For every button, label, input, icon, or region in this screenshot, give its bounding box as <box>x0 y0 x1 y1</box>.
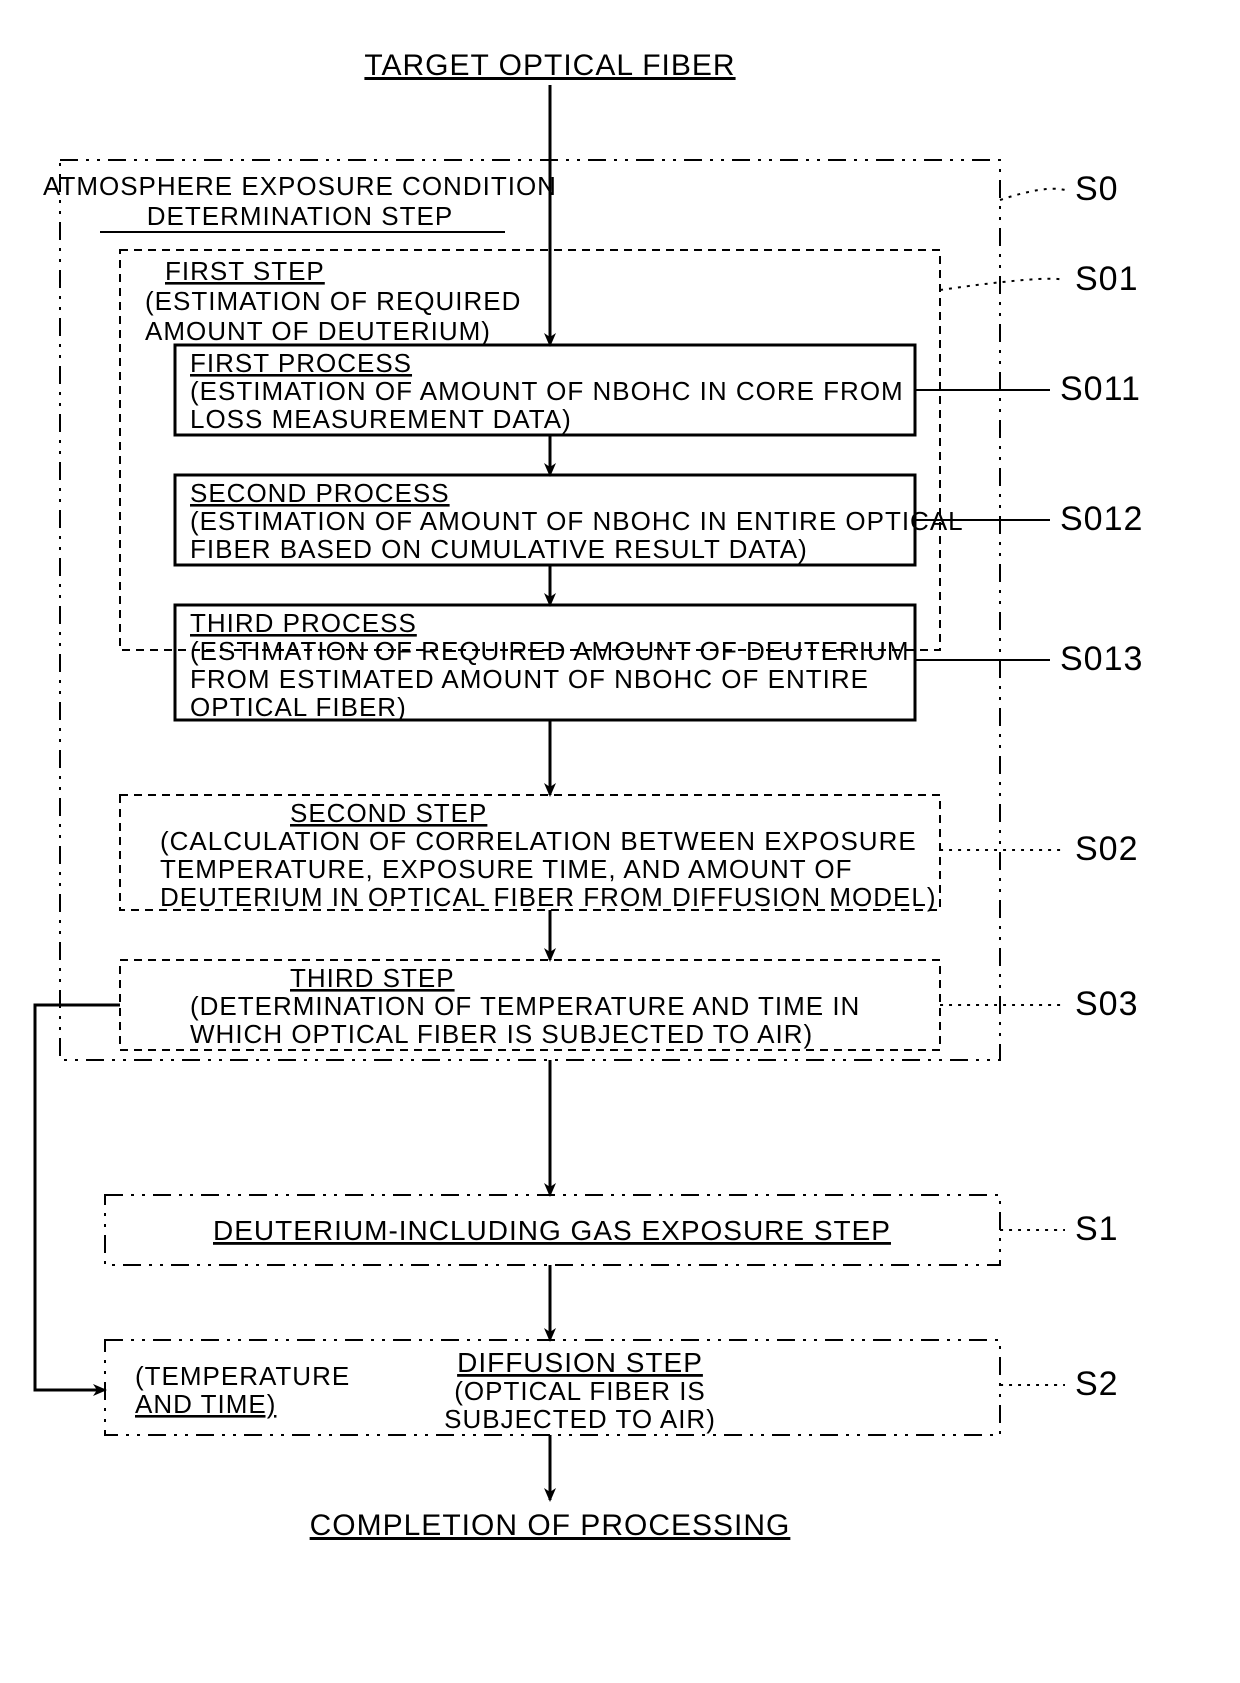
label-s0: S0 <box>1075 170 1119 208</box>
leaders <box>915 189 1065 1385</box>
s1-title: DEUTERIUM-INCLUDING GAS EXPOSURE STEP <box>213 1215 891 1246</box>
label-s1: S1 <box>1075 1210 1119 1248</box>
label-s02: S02 <box>1075 830 1139 868</box>
s013-l2: FROM ESTIMATED AMOUNT OF NBOHC OF ENTIRE <box>190 664 869 694</box>
s01-title: FIRST STEP <box>165 256 325 286</box>
label-s012: S012 <box>1060 500 1143 538</box>
s02-l3: DEUTERIUM IN OPTICAL FIBER FROM DIFFUSIO… <box>160 882 937 912</box>
s02-l1: (CALCULATION OF CORRELATION BETWEEN EXPO… <box>160 826 917 856</box>
s01-sub1: (ESTIMATION OF REQUIRED <box>145 286 521 316</box>
s2-l2: SUBJECTED TO AIR) <box>444 1404 716 1434</box>
s01-sub2: AMOUNT OF DEUTERIUM) <box>145 316 491 346</box>
s03-title: THIRD STEP <box>290 963 455 993</box>
s2-side2: AND TIME) <box>135 1389 276 1419</box>
title-top: TARGET OPTICAL FIBER <box>364 49 735 82</box>
s011-l2: LOSS MEASUREMENT DATA) <box>190 404 572 434</box>
s02-title: SECOND STEP <box>290 798 487 828</box>
s011-l1: (ESTIMATION OF AMOUNT OF NBOHC IN CORE F… <box>190 376 904 406</box>
s2-l1: (OPTICAL FIBER IS <box>454 1376 706 1406</box>
s012-title: SECOND PROCESS <box>190 478 450 508</box>
s013-l3: OPTICAL FIBER) <box>190 692 407 722</box>
s2-side1: (TEMPERATURE <box>135 1361 350 1391</box>
title-bottom: COMPLETION OF PROCESSING <box>310 1509 791 1542</box>
s012-l2: FIBER BASED ON CUMULATIVE RESULT DATA) <box>190 534 808 564</box>
s013-l1: (ESTIMATION OF REQUIRED AMOUNT OF DEUTER… <box>190 636 910 666</box>
s2-title: DIFFUSION STEP <box>457 1347 703 1378</box>
s0-title2: DETERMINATION STEP <box>147 201 453 231</box>
s013-title: THIRD PROCESS <box>190 608 417 638</box>
flowchart-root: TARGET OPTICAL FIBER ATMOSPHERE EXPOSURE… <box>0 0 1240 1683</box>
s02-l2: TEMPERATURE, EXPOSURE TIME, AND AMOUNT O… <box>160 854 853 884</box>
s03-l2: WHICH OPTICAL FIBER IS SUBJECTED TO AIR) <box>190 1019 813 1049</box>
s0-title1: ATMOSPHERE EXPOSURE CONDITION <box>43 171 557 201</box>
label-s03: S03 <box>1075 985 1139 1023</box>
label-s2: S2 <box>1075 1365 1119 1403</box>
label-s013: S013 <box>1060 640 1143 678</box>
label-s01: S01 <box>1075 260 1139 298</box>
s03-l1: (DETERMINATION OF TEMPERATURE AND TIME I… <box>190 991 860 1021</box>
label-s011: S011 <box>1060 370 1141 408</box>
s012-l1: (ESTIMATION OF AMOUNT OF NBOHC IN ENTIRE… <box>190 506 964 536</box>
s011-title: FIRST PROCESS <box>190 348 412 378</box>
side-path <box>35 1005 120 1390</box>
